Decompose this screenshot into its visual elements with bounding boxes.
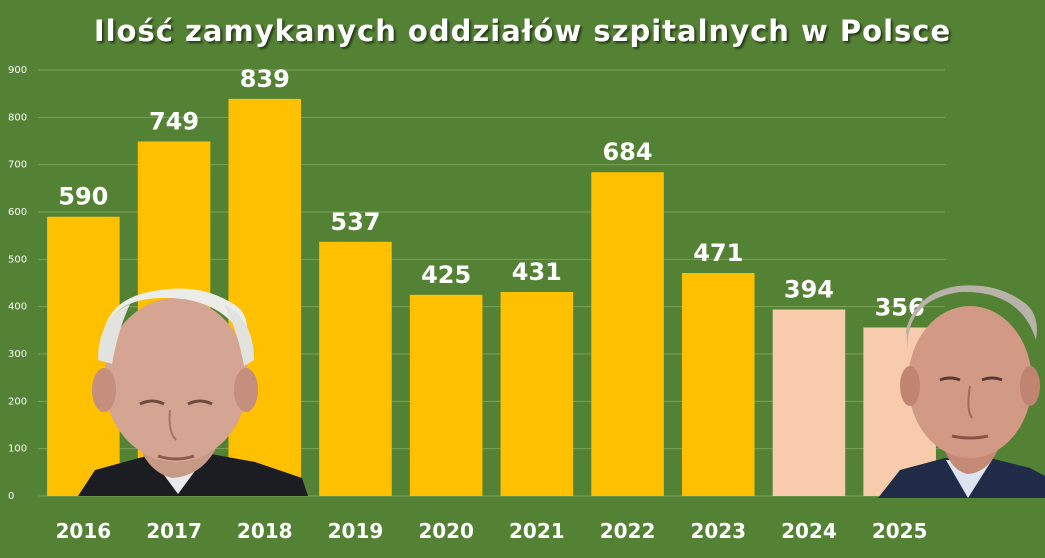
y-tick-label: 400	[8, 302, 27, 313]
data-label-2018: 839	[240, 65, 290, 93]
y-axis: 0 100 200 300 400 500 600 700 800 900	[8, 65, 27, 502]
data-label-2019: 537	[330, 208, 380, 236]
bar-2018	[228, 98, 302, 496]
bar-2022	[591, 172, 664, 497]
left-portrait-photo	[78, 288, 308, 496]
data-label-2020: 425	[421, 261, 471, 289]
bar-2024	[772, 309, 846, 496]
data-label-2025: 356	[875, 293, 925, 321]
y-tick-label: 500	[8, 254, 27, 265]
x-tick-label-2023: 2023	[690, 519, 746, 543]
x-tick-label-2018: 2018	[237, 519, 293, 543]
data-label-2017: 749	[149, 107, 199, 135]
y-tick-label: 100	[8, 444, 27, 455]
data-label-2021: 431	[512, 258, 562, 286]
data-label-2022: 684	[602, 138, 652, 166]
x-tick-label-2017: 2017	[146, 519, 202, 543]
data-label-2024: 394	[784, 276, 834, 304]
x-axis: 2016 2017 2018 2019 2020 2021 2022 2023 2024 2025	[56, 519, 928, 543]
y-tick-label: 0	[8, 491, 14, 502]
bar-2021	[500, 291, 574, 496]
right-portrait-photo	[878, 285, 1045, 498]
y-tick-label: 200	[8, 396, 27, 407]
x-tick-label-2025: 2025	[872, 519, 928, 543]
x-tick-label-2024: 2024	[781, 519, 837, 543]
y-tick-label: 300	[8, 349, 27, 360]
x-tick-label-2022: 2022	[600, 519, 656, 543]
photo-layer	[78, 285, 1045, 498]
x-tick-label-2019: 2019	[328, 519, 384, 543]
y-tick-label: 900	[8, 65, 27, 76]
bar-2023	[681, 273, 755, 496]
x-tick-label-2020: 2020	[418, 519, 474, 543]
data-label-2023: 471	[693, 239, 743, 267]
x-tick-label-2016: 2016	[56, 519, 112, 543]
y-tick-label: 600	[8, 207, 27, 218]
bar-2019	[319, 241, 392, 496]
data-label-2016: 590	[58, 183, 108, 211]
y-tick-label: 700	[8, 160, 27, 171]
chart-title: Ilość zamykanych oddziałów szpitalnych w…	[93, 14, 952, 48]
y-tick-label: 800	[8, 112, 27, 123]
bar-2020	[409, 294, 483, 496]
x-tick-label-2021: 2021	[509, 519, 565, 543]
data-label-layer: 590 749 839 537 425 431 684 471 394 356	[58, 65, 924, 322]
